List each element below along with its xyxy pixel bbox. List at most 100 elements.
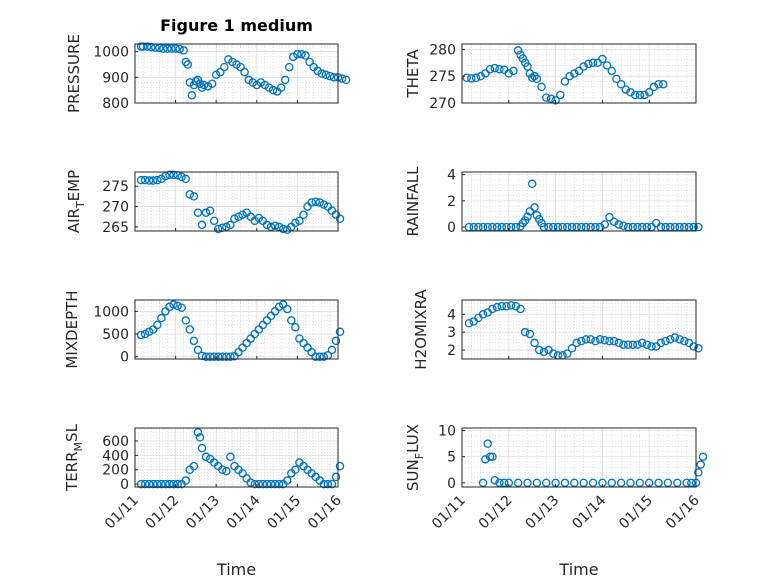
data-point — [584, 59, 593, 69]
data-point — [614, 338, 624, 348]
y-tick-label: 800 — [102, 96, 129, 112]
data-point — [205, 352, 215, 361]
data-point — [696, 460, 705, 469]
data-point — [682, 478, 691, 488]
data-point — [276, 83, 286, 92]
data-point — [670, 333, 680, 342]
y-tick-label: 0 — [120, 350, 129, 366]
data-series — [478, 439, 708, 488]
y-tick-label: 10 — [438, 424, 456, 440]
data-point — [609, 336, 619, 346]
x-axis-label: Time — [216, 560, 256, 579]
data-point — [680, 336, 689, 346]
data-point — [268, 85, 278, 95]
axes-box — [461, 427, 697, 488]
data-point — [630, 90, 640, 100]
data-point — [157, 479, 166, 489]
data-point — [201, 208, 211, 217]
data-point — [317, 69, 327, 78]
data-point — [293, 50, 302, 59]
data-point — [319, 479, 329, 489]
data-point — [534, 345, 544, 355]
data-point — [549, 349, 558, 358]
data-point — [331, 336, 341, 346]
data-point — [570, 478, 579, 488]
data-point — [218, 465, 227, 474]
data-point — [234, 212, 243, 222]
y-axis-label: PRESSURE — [65, 34, 83, 113]
data-point — [205, 206, 215, 215]
data-point — [254, 479, 264, 489]
data-point — [532, 478, 542, 488]
data-point — [297, 50, 306, 59]
data-point — [181, 476, 190, 485]
data-point — [195, 433, 205, 442]
data-point — [197, 220, 207, 230]
subplot-2: 270 275 280 THETA — [404, 42, 697, 112]
data-point — [181, 316, 190, 325]
data-point — [341, 75, 351, 85]
data-point — [481, 455, 490, 464]
data-point — [189, 336, 199, 346]
y-axis-label: H2OMIXRA — [412, 289, 430, 370]
data-point — [626, 478, 635, 488]
x-tick-label: 01/13 — [523, 493, 563, 533]
data-point — [222, 466, 231, 476]
data-point — [518, 54, 528, 63]
data-point — [144, 479, 154, 489]
data-point — [220, 62, 229, 72]
data-point — [623, 340, 633, 349]
data-point — [619, 221, 628, 231]
data-point — [513, 478, 523, 488]
data-point — [238, 469, 247, 478]
data-point — [169, 170, 178, 180]
data-point — [600, 335, 609, 345]
data-point — [153, 175, 162, 185]
y-tick-label: 3 — [447, 325, 456, 341]
y-tick-label: 265 — [102, 220, 129, 236]
data-point — [291, 218, 300, 228]
y-tick-label: 4 — [447, 168, 456, 184]
data-point — [570, 69, 579, 78]
data-point — [635, 478, 645, 488]
data-point — [216, 67, 225, 77]
data-point — [177, 303, 186, 312]
y-tick-label: 270 — [429, 96, 456, 112]
data-point — [527, 73, 537, 83]
grid — [134, 300, 339, 359]
data-point — [478, 310, 488, 319]
data-point — [551, 96, 560, 105]
data-point — [197, 443, 207, 453]
y-tick-label: 275 — [102, 179, 129, 195]
axes-box — [134, 43, 339, 104]
x-axis-label: Time — [558, 560, 598, 579]
data-point — [642, 340, 652, 349]
data-point — [654, 478, 663, 488]
data-series — [136, 170, 345, 235]
data-point — [213, 224, 223, 234]
data-point — [673, 478, 682, 488]
data-point — [218, 352, 227, 361]
axes-box — [461, 171, 697, 232]
data-point — [579, 62, 588, 71]
data-point — [495, 64, 504, 74]
data-point — [523, 212, 532, 221]
data-point — [183, 60, 193, 69]
data-point — [619, 340, 628, 349]
data-point — [490, 63, 500, 73]
data-point — [282, 304, 292, 314]
y-tick-label: 1000 — [93, 45, 129, 61]
data-point — [226, 220, 235, 230]
data-point — [331, 472, 341, 482]
x-tick-label: 01/11 — [102, 493, 142, 533]
data-point — [280, 75, 290, 85]
data-point — [577, 336, 586, 346]
y-tick-label: 0 — [447, 476, 456, 492]
data-point — [687, 478, 696, 488]
y-axis-label: MIXDEPTH — [63, 290, 81, 368]
data-point — [291, 465, 300, 474]
data-point — [647, 342, 656, 351]
data-point — [600, 220, 609, 229]
data-point — [175, 44, 184, 54]
data-point — [185, 325, 195, 334]
